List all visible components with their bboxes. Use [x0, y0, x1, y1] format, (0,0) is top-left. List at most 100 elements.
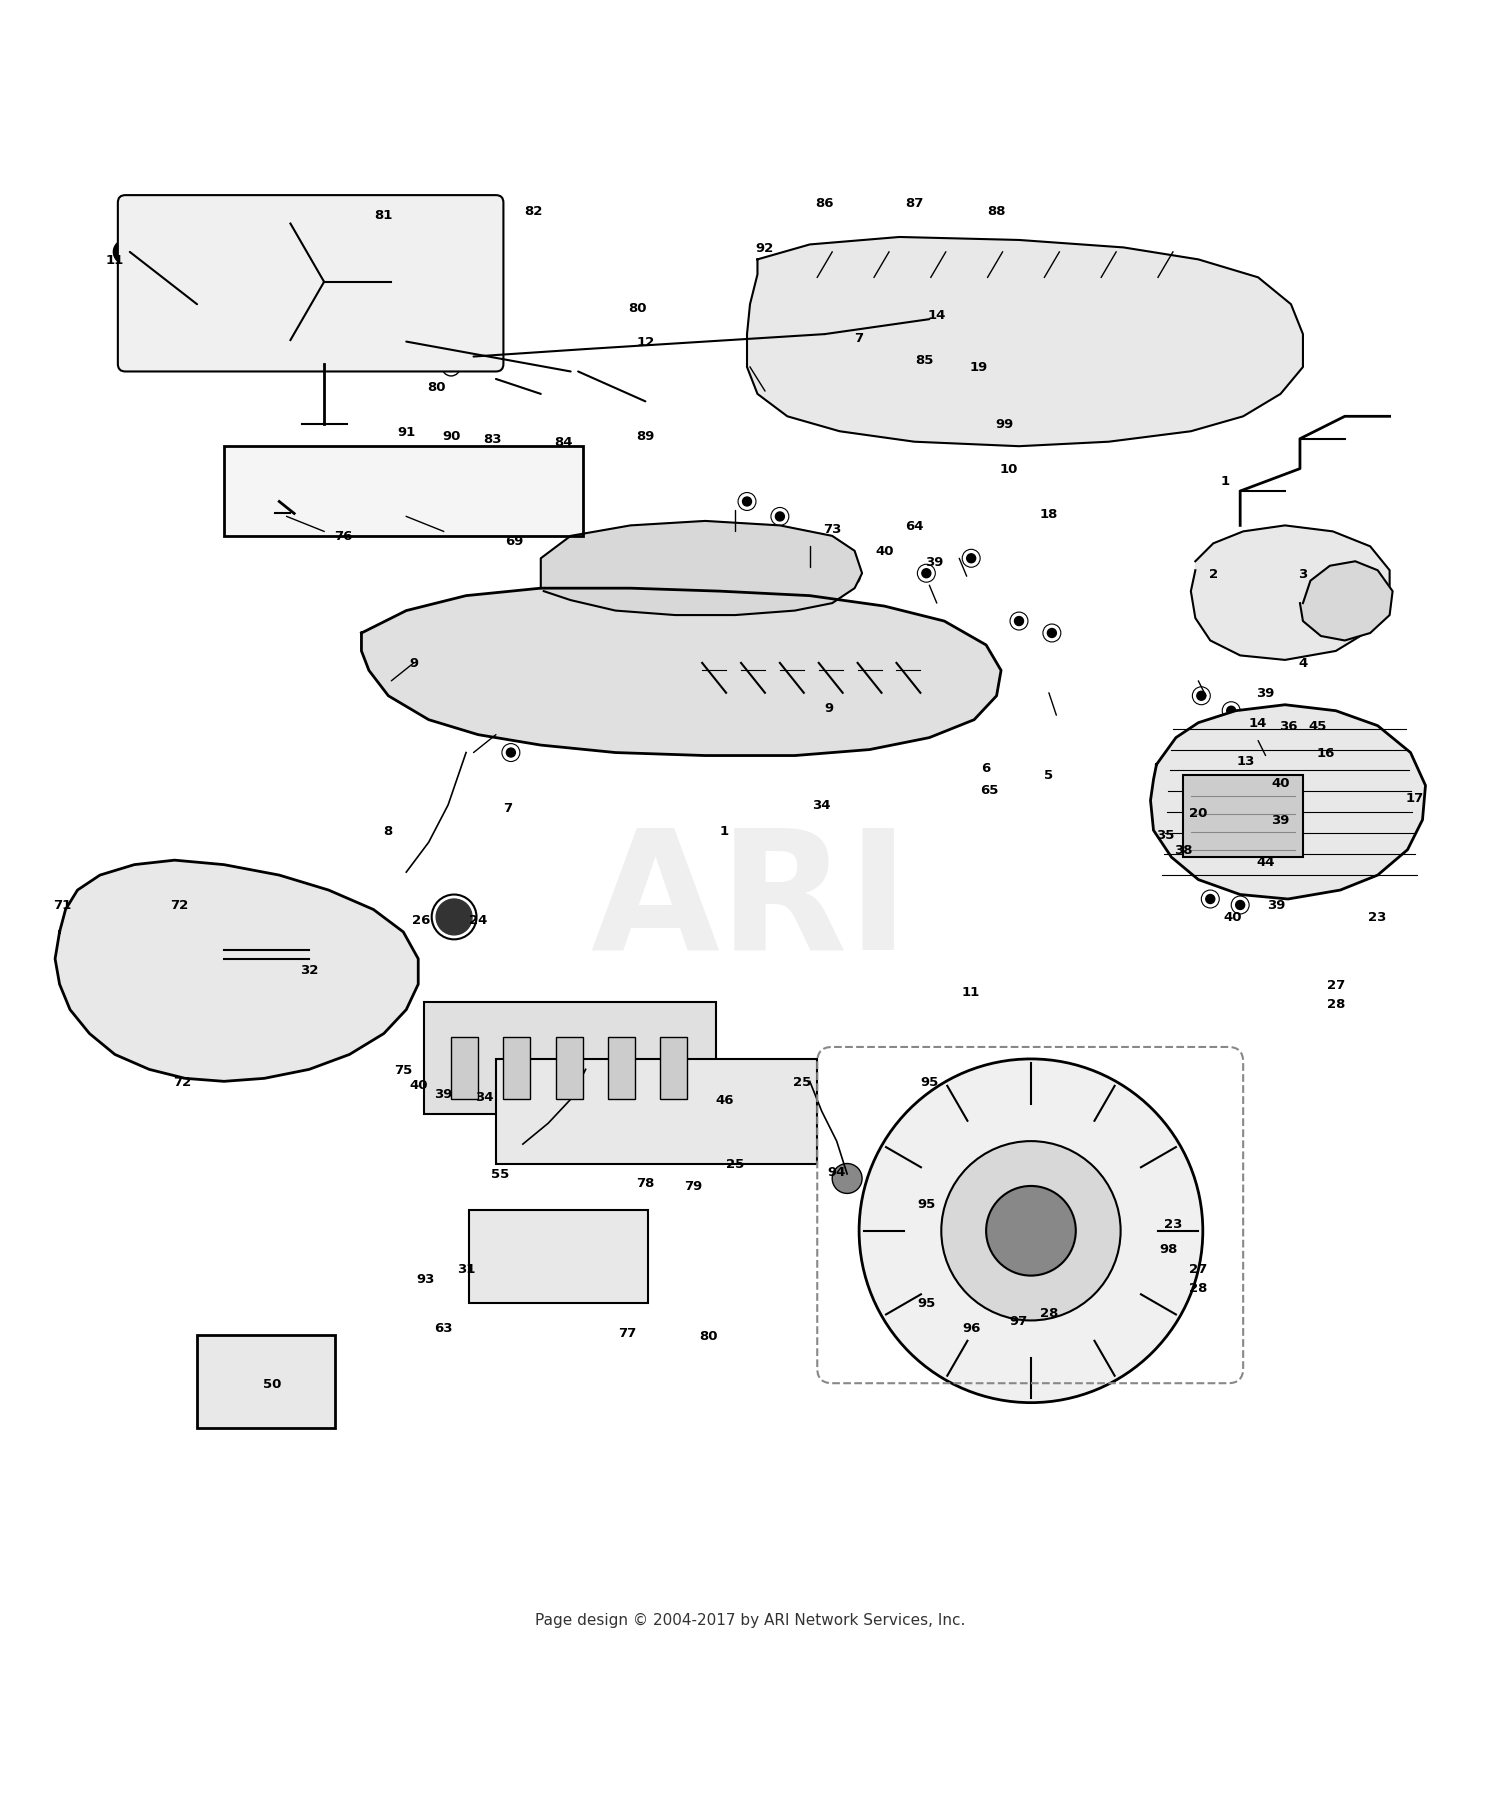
Text: 79: 79: [684, 1180, 702, 1193]
Text: 63: 63: [435, 1321, 453, 1334]
Text: 88: 88: [987, 204, 1006, 217]
Text: 23: 23: [1164, 1217, 1182, 1231]
Circle shape: [230, 316, 238, 325]
Text: 38: 38: [1174, 843, 1192, 857]
Circle shape: [528, 1117, 540, 1130]
Circle shape: [742, 498, 752, 507]
Text: 12: 12: [636, 336, 654, 348]
Text: 81: 81: [375, 209, 393, 222]
Circle shape: [462, 690, 471, 699]
Polygon shape: [542, 522, 862, 616]
Text: 31: 31: [458, 1262, 476, 1274]
Text: 11: 11: [105, 255, 125, 267]
Polygon shape: [362, 588, 1001, 756]
Circle shape: [615, 1245, 621, 1253]
Text: 69: 69: [504, 534, 524, 547]
Text: 14: 14: [1250, 717, 1268, 729]
Text: 25: 25: [726, 1157, 744, 1170]
Text: 77: 77: [618, 1327, 636, 1339]
Text: 11: 11: [962, 986, 981, 998]
Circle shape: [462, 480, 486, 504]
Bar: [496, 1060, 818, 1164]
Polygon shape: [56, 861, 419, 1081]
Circle shape: [402, 338, 411, 347]
Text: 80: 80: [628, 301, 646, 314]
Circle shape: [1287, 751, 1296, 760]
Text: 97: 97: [1010, 1314, 1028, 1327]
Bar: [504, 1036, 531, 1099]
Text: 64: 64: [904, 520, 924, 532]
Text: 99: 99: [994, 419, 1012, 431]
Circle shape: [600, 1271, 606, 1276]
Text: 95: 95: [920, 1076, 939, 1088]
Text: 72: 72: [170, 899, 188, 912]
Text: 27: 27: [1190, 1262, 1208, 1274]
Text: 84: 84: [554, 437, 573, 449]
Text: 4: 4: [1299, 657, 1308, 670]
Text: 20: 20: [1190, 807, 1208, 819]
Text: 32: 32: [300, 964, 318, 977]
Text: 91: 91: [398, 426, 416, 439]
Text: 28: 28: [1326, 998, 1346, 1011]
Circle shape: [1227, 708, 1236, 717]
Text: 27: 27: [1326, 978, 1346, 991]
Text: 80: 80: [699, 1328, 717, 1343]
Text: 78: 78: [636, 1177, 654, 1189]
Circle shape: [294, 253, 354, 312]
Text: 75: 75: [394, 1063, 412, 1076]
Circle shape: [264, 469, 309, 514]
Circle shape: [372, 480, 396, 504]
Text: 40: 40: [876, 545, 894, 558]
Text: 28: 28: [1190, 1282, 1208, 1294]
Text: 95: 95: [916, 1296, 936, 1309]
Text: 14: 14: [927, 309, 946, 321]
Circle shape: [447, 363, 456, 372]
Text: 39: 39: [924, 556, 944, 569]
Circle shape: [522, 691, 531, 700]
Text: 93: 93: [417, 1273, 435, 1285]
Polygon shape: [747, 238, 1304, 448]
Circle shape: [1206, 895, 1215, 904]
Text: 89: 89: [636, 430, 654, 442]
Text: 39: 39: [1272, 814, 1290, 827]
Text: 7: 7: [504, 801, 513, 814]
Text: 92: 92: [756, 242, 774, 255]
Bar: [470, 1209, 648, 1303]
Circle shape: [579, 1117, 591, 1130]
Text: 36: 36: [1278, 720, 1298, 733]
Text: 44: 44: [1257, 856, 1275, 868]
Text: 26: 26: [413, 913, 430, 928]
Circle shape: [496, 1271, 502, 1276]
Circle shape: [942, 1141, 1120, 1321]
Circle shape: [452, 469, 497, 514]
Text: 40: 40: [1272, 776, 1290, 789]
Bar: [1184, 776, 1304, 857]
FancyBboxPatch shape: [118, 197, 504, 372]
Text: 9: 9: [410, 657, 419, 670]
Text: 82: 82: [524, 204, 543, 217]
Text: 10: 10: [999, 462, 1017, 477]
Text: 17: 17: [1406, 791, 1423, 805]
Bar: [196, 1336, 334, 1428]
Circle shape: [1047, 630, 1056, 639]
Text: 23: 23: [1368, 912, 1388, 924]
Circle shape: [507, 749, 516, 758]
Circle shape: [378, 486, 390, 498]
Circle shape: [1206, 854, 1215, 863]
Text: 34: 34: [474, 1090, 494, 1103]
Text: ARI: ARI: [591, 821, 909, 984]
Text: 40: 40: [410, 1078, 428, 1092]
Text: 1: 1: [1221, 475, 1230, 487]
Polygon shape: [1150, 706, 1425, 899]
Text: 90: 90: [442, 430, 460, 442]
Circle shape: [1197, 691, 1206, 700]
Text: 95: 95: [916, 1199, 936, 1211]
Circle shape: [966, 554, 975, 563]
Circle shape: [424, 348, 433, 357]
Text: 76: 76: [334, 531, 352, 543]
Bar: [424, 1002, 716, 1115]
Circle shape: [744, 1117, 756, 1130]
Circle shape: [1257, 731, 1266, 740]
Text: 50: 50: [262, 1377, 280, 1390]
Circle shape: [1014, 617, 1023, 626]
